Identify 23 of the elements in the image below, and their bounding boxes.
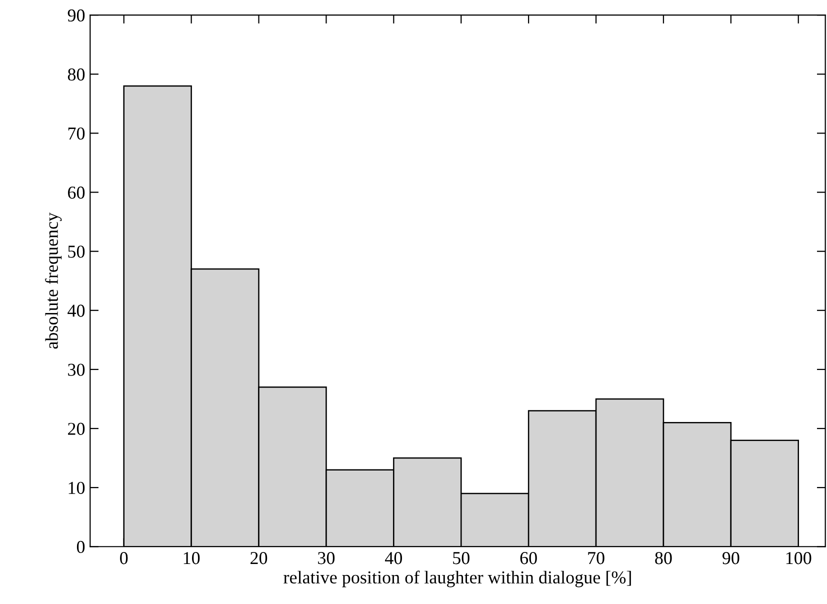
y-tick-label: 80 bbox=[68, 68, 85, 81]
x-tick-label: 80 bbox=[655, 552, 672, 564]
y-tick-label: 30 bbox=[68, 364, 85, 376]
y-tick-label: 90 bbox=[68, 9, 85, 22]
x-tick-label: 0 bbox=[120, 552, 128, 564]
x-tick-label: 60 bbox=[520, 552, 537, 564]
y-tick-label: 20 bbox=[68, 422, 85, 435]
x-tick-label: 10 bbox=[184, 552, 200, 564]
x-tick-label: 90 bbox=[722, 552, 740, 564]
y-tick-label: 0 bbox=[76, 540, 85, 554]
x-tick-label: 30 bbox=[318, 552, 335, 564]
y-tick-label: 40 bbox=[68, 304, 85, 317]
x-tick-label: 40 bbox=[384, 552, 402, 564]
y-tick-label: 10 bbox=[68, 482, 85, 494]
x-axis-title: relative position of laughter within dialogue [%] bbox=[284, 570, 631, 588]
y-tick-label: 50 bbox=[68, 246, 85, 258]
y-axis-title: absolute frequency bbox=[45, 212, 62, 349]
x-tick-label: 20 bbox=[250, 552, 268, 564]
x-tick-label: 100 bbox=[786, 552, 812, 564]
y-tick-label: 60 bbox=[68, 186, 85, 199]
x-tick-label: 70 bbox=[588, 552, 604, 564]
y-tick-label: 70 bbox=[68, 127, 85, 140]
x-tick-label: 50 bbox=[453, 552, 470, 564]
